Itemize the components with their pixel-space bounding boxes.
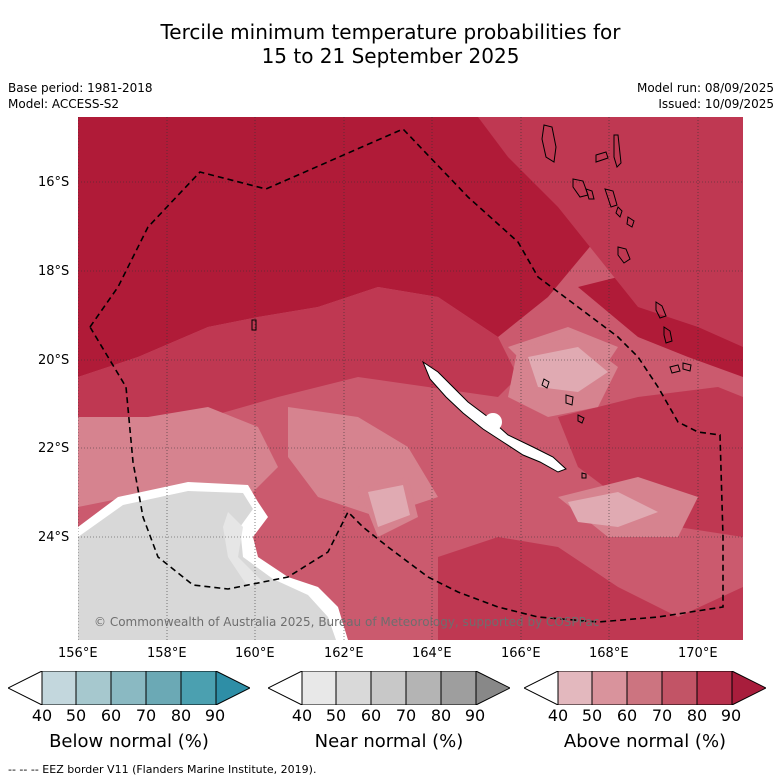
isle-of-pines <box>581 472 587 479</box>
above-tick-40: 40 <box>547 706 569 725</box>
below-tick-70: 70 <box>135 706 157 725</box>
lon-tick-170e: 170°E <box>678 646 718 661</box>
near-bin-50-60 <box>335 671 372 705</box>
near-tick-70: 70 <box>395 706 417 725</box>
lat-tick-24s: 24°S <box>38 530 70 545</box>
vanuatu-islands <box>541 124 692 374</box>
above-80-region-south <box>438 537 743 640</box>
below-tick-50: 50 <box>65 706 87 725</box>
small-islands-west <box>251 319 257 331</box>
near-arrow-right <box>475 671 510 705</box>
model-run-label: Model run: 08/09/2025 <box>636 81 774 95</box>
lon-tick-166e: 166°E <box>501 646 541 661</box>
below-arrow-right <box>215 671 250 705</box>
loyalty-islands <box>541 378 585 424</box>
model-label: Model: ACCESS-S2 <box>8 97 120 111</box>
below-bin-50-60 <box>75 671 112 705</box>
below-tick-90: 90 <box>204 706 226 725</box>
near-tick-50: 50 <box>325 706 347 725</box>
below-bin-40-50 <box>41 671 77 705</box>
above-bin-40-50 <box>557 671 593 705</box>
lon-tick-158e: 158°E <box>147 646 187 661</box>
above-bin-80-90 <box>696 671 733 705</box>
above-tick-50: 50 <box>581 706 603 725</box>
above-normal-label: Above normal (%) <box>563 731 727 752</box>
near-bin-70-80 <box>405 671 442 705</box>
near-bin-80-90 <box>440 671 477 705</box>
lat-tick-22s: 22°S <box>38 441 70 456</box>
issued-label: Issued: 10/09/2025 <box>658 97 774 111</box>
above-80-region-north <box>478 117 743 347</box>
above-tick-60: 60 <box>616 706 638 725</box>
near-normal-light-patch <box>223 512 263 587</box>
below-normal-label: Below normal (%) <box>49 731 209 752</box>
lat-tick-16s: 16°S <box>38 175 70 190</box>
below-tick-40: 40 <box>31 706 53 725</box>
lon-tick-164e: 164°E <box>412 646 452 661</box>
near-tick-90: 90 <box>464 706 486 725</box>
colorbar-below-normal <box>8 671 250 705</box>
near-bin-60-70 <box>370 671 407 705</box>
below-bin-60-70 <box>110 671 147 705</box>
below-arrow-left <box>8 671 43 705</box>
above-tick-80: 80 <box>686 706 708 725</box>
near-tick-60: 60 <box>360 706 382 725</box>
probability-map: © Commonwealth of Australia 2025, Bureau… <box>78 117 743 640</box>
copyright-text: © Commonwealth of Australia 2025, Bureau… <box>94 615 599 629</box>
above-bin-70-80 <box>661 671 698 705</box>
map-title-line2: 15 to 21 September 2025 <box>261 44 520 68</box>
above-tick-70: 70 <box>651 706 673 725</box>
map-title-line1: Tercile minimum temperature probabilitie… <box>160 20 621 44</box>
below-bin-70-80 <box>145 671 182 705</box>
eez-footnote: -- -- -- EEZ border V11 (Flanders Marine… <box>8 763 317 776</box>
above-50-patch-bay <box>528 347 608 392</box>
above-bin-60-70 <box>626 671 663 705</box>
above-bin-50-60 <box>591 671 628 705</box>
eez-border <box>89 128 724 623</box>
lon-tick-160e: 160°E <box>235 646 275 661</box>
base-period-label: Base period: 1981-2018 <box>8 81 153 95</box>
above-50-patch-south <box>568 492 658 527</box>
near-bin-40-50 <box>301 671 337 705</box>
lat-tick-20s: 20°S <box>38 353 70 368</box>
above-tick-90: 90 <box>720 706 742 725</box>
below-tick-80: 80 <box>170 706 192 725</box>
lon-tick-156e: 156°E <box>58 646 98 661</box>
lat-tick-18s: 18°S <box>38 264 70 279</box>
near-tick-80: 80 <box>430 706 452 725</box>
near-arrow-left <box>268 671 303 705</box>
below-bin-80-90 <box>180 671 217 705</box>
above-arrow-right <box>731 671 766 705</box>
below-tick-60: 60 <box>100 706 122 725</box>
near-normal-label: Near normal (%) <box>314 731 464 752</box>
near-normal-region <box>78 491 336 640</box>
above-80-region-central <box>78 287 518 427</box>
white-spot <box>484 413 502 431</box>
above-60-patch-west <box>78 407 278 507</box>
above-50-patch-mid <box>368 485 410 527</box>
lon-tick-162e: 162°E <box>324 646 364 661</box>
gridlines <box>78 117 743 640</box>
new-caledonia-island <box>421 360 567 473</box>
colorbar-near-normal <box>268 671 510 705</box>
near-tick-40: 40 <box>291 706 313 725</box>
colorbar-above-normal <box>524 671 766 705</box>
above-arrow-left <box>524 671 559 705</box>
lon-tick-168e: 168°E <box>589 646 629 661</box>
